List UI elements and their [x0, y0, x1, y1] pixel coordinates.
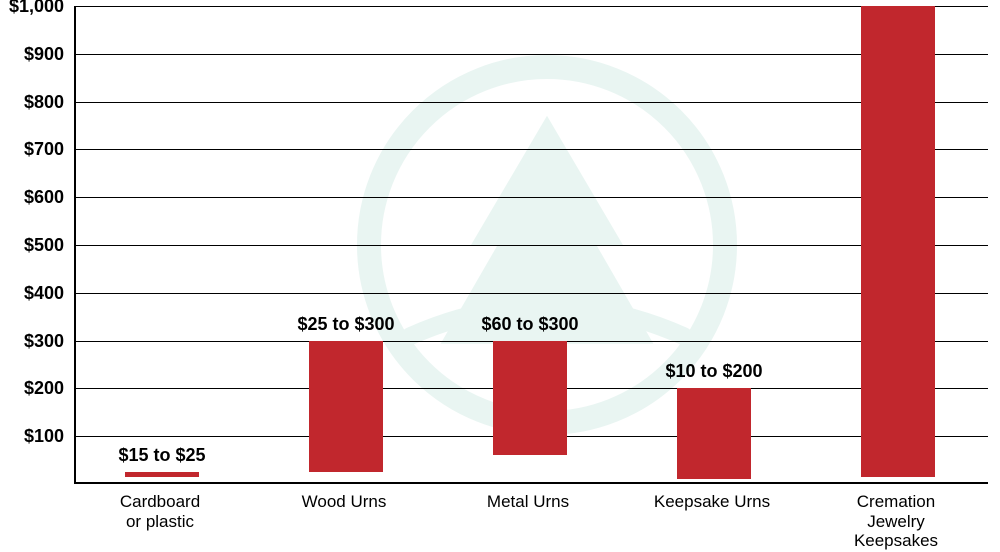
- gridline: [76, 102, 988, 103]
- y-tick-label: $100: [0, 427, 64, 445]
- y-tick-label: $300: [0, 332, 64, 350]
- x-category-label: CremationJewelryKeepsakes: [854, 492, 938, 551]
- y-tick-label: $500: [0, 236, 64, 254]
- y-tick-label: $700: [0, 140, 64, 158]
- y-tick-label: $600: [0, 188, 64, 206]
- plot-area: $15 to $25 $25 to $300 $60 to $300 $10 to $…: [74, 6, 988, 484]
- gridline: [76, 197, 988, 198]
- gridline: [76, 6, 988, 7]
- gridline: [76, 293, 988, 294]
- bar: [677, 388, 751, 479]
- price-range-bar-chart: $15 to $25 $25 to $300 $60 to $300 $10 to $…: [0, 0, 1000, 552]
- y-tick-label: $400: [0, 284, 64, 302]
- x-category-label: Cardboardor plastic: [120, 492, 200, 531]
- y-tick-label: $1,000: [0, 0, 64, 15]
- bar: [125, 472, 199, 477]
- bar-value-label: $25 to $300: [297, 315, 394, 333]
- bar-value-label: $60 to $300: [481, 315, 578, 333]
- bar: [309, 341, 383, 472]
- x-category-label: Metal Urns: [487, 492, 569, 512]
- gridline: [76, 54, 988, 55]
- x-category-label: Wood Urns: [302, 492, 387, 512]
- bar: [493, 341, 567, 456]
- bar-value-label: $10 to $200: [665, 362, 762, 380]
- y-tick-label: $200: [0, 379, 64, 397]
- gridline: [76, 245, 988, 246]
- x-category-label: Keepsake Urns: [654, 492, 770, 512]
- y-tick-label: $800: [0, 93, 64, 111]
- bar-value-label: $15 to $25: [118, 446, 205, 464]
- bar: [861, 6, 935, 477]
- gridline: [76, 149, 988, 150]
- y-tick-label: $900: [0, 45, 64, 63]
